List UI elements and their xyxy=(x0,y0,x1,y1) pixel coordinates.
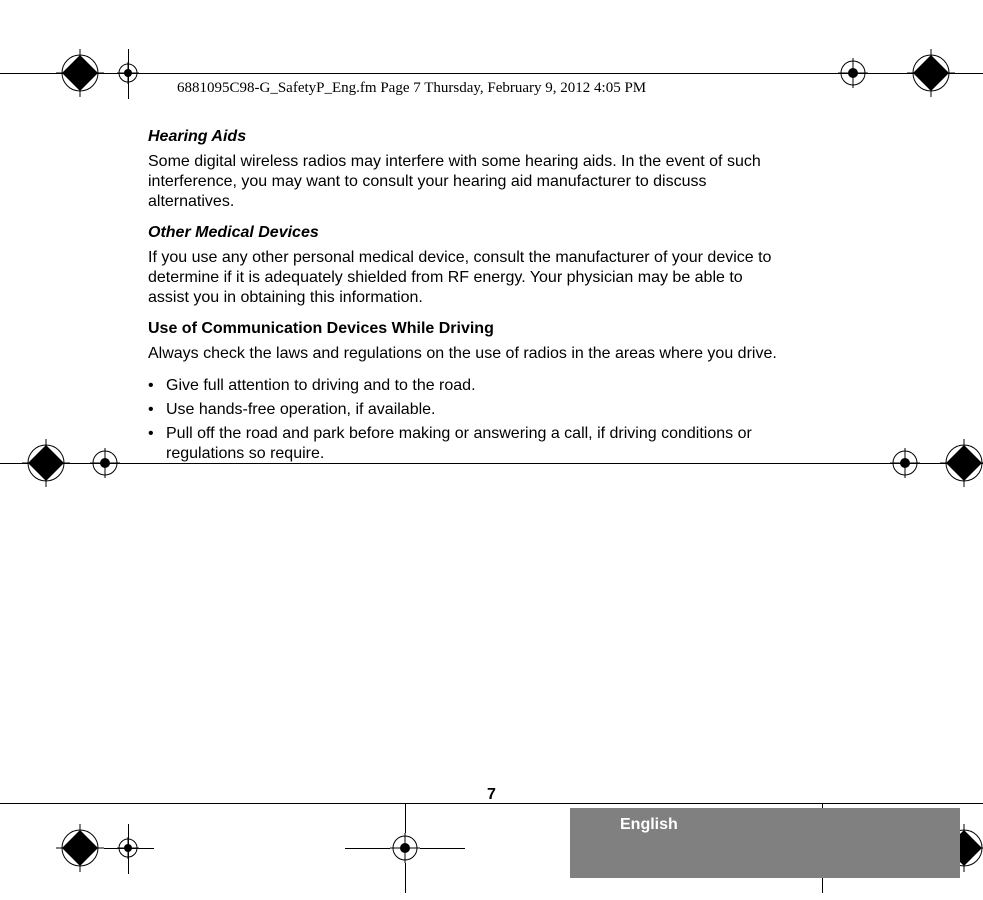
register-mark-icon xyxy=(22,439,70,487)
list-item: • Use hands-free operation, if available… xyxy=(148,400,788,420)
register-dot-icon xyxy=(117,837,139,859)
register-cross-icon xyxy=(890,448,920,478)
register-cross-icon xyxy=(390,833,420,863)
crop-line xyxy=(420,848,465,849)
crop-line xyxy=(345,848,390,849)
register-mark-icon xyxy=(56,824,104,872)
crop-line xyxy=(405,803,406,833)
crop-line xyxy=(405,863,406,893)
bullet-icon: • xyxy=(148,400,166,420)
running-header: 6881095C98-G_SafetyP_Eng.fm Page 7 Thurs… xyxy=(177,80,646,97)
register-mark-icon xyxy=(907,49,955,97)
list-item: • Pull off the road and park before maki… xyxy=(148,424,788,464)
paragraph-other: If you use any other personal medical de… xyxy=(148,248,788,308)
heading-driving: Use of Communication Devices While Drivi… xyxy=(148,320,788,338)
heading-hearing-aids: Hearing Aids xyxy=(148,128,788,146)
bullet-text: Use hands-free operation, if available. xyxy=(166,400,788,420)
language-label: English xyxy=(620,816,678,834)
crop-line xyxy=(850,463,890,464)
heading-other-devices: Other Medical Devices xyxy=(148,224,788,242)
crop-line xyxy=(788,73,838,74)
page-content: Hearing Aids Some digital wireless radio… xyxy=(148,128,788,468)
bullet-text: Pull off the road and park before making… xyxy=(166,424,788,464)
bullet-icon: • xyxy=(148,376,166,396)
page-number: 7 xyxy=(0,786,983,804)
register-cross-icon xyxy=(90,448,120,478)
register-cross-icon xyxy=(838,58,868,88)
paragraph-driving: Always check the laws and regulations on… xyxy=(148,344,788,364)
register-mark-icon xyxy=(56,49,104,97)
bullet-text: Give full attention to driving and to th… xyxy=(166,376,788,396)
list-item: • Give full attention to driving and to … xyxy=(148,376,788,396)
paragraph-hearing: Some digital wireless radios may interfe… xyxy=(148,152,788,212)
register-mark-icon xyxy=(940,439,983,487)
register-dot-icon xyxy=(117,62,139,84)
bullet-icon: • xyxy=(148,424,166,464)
